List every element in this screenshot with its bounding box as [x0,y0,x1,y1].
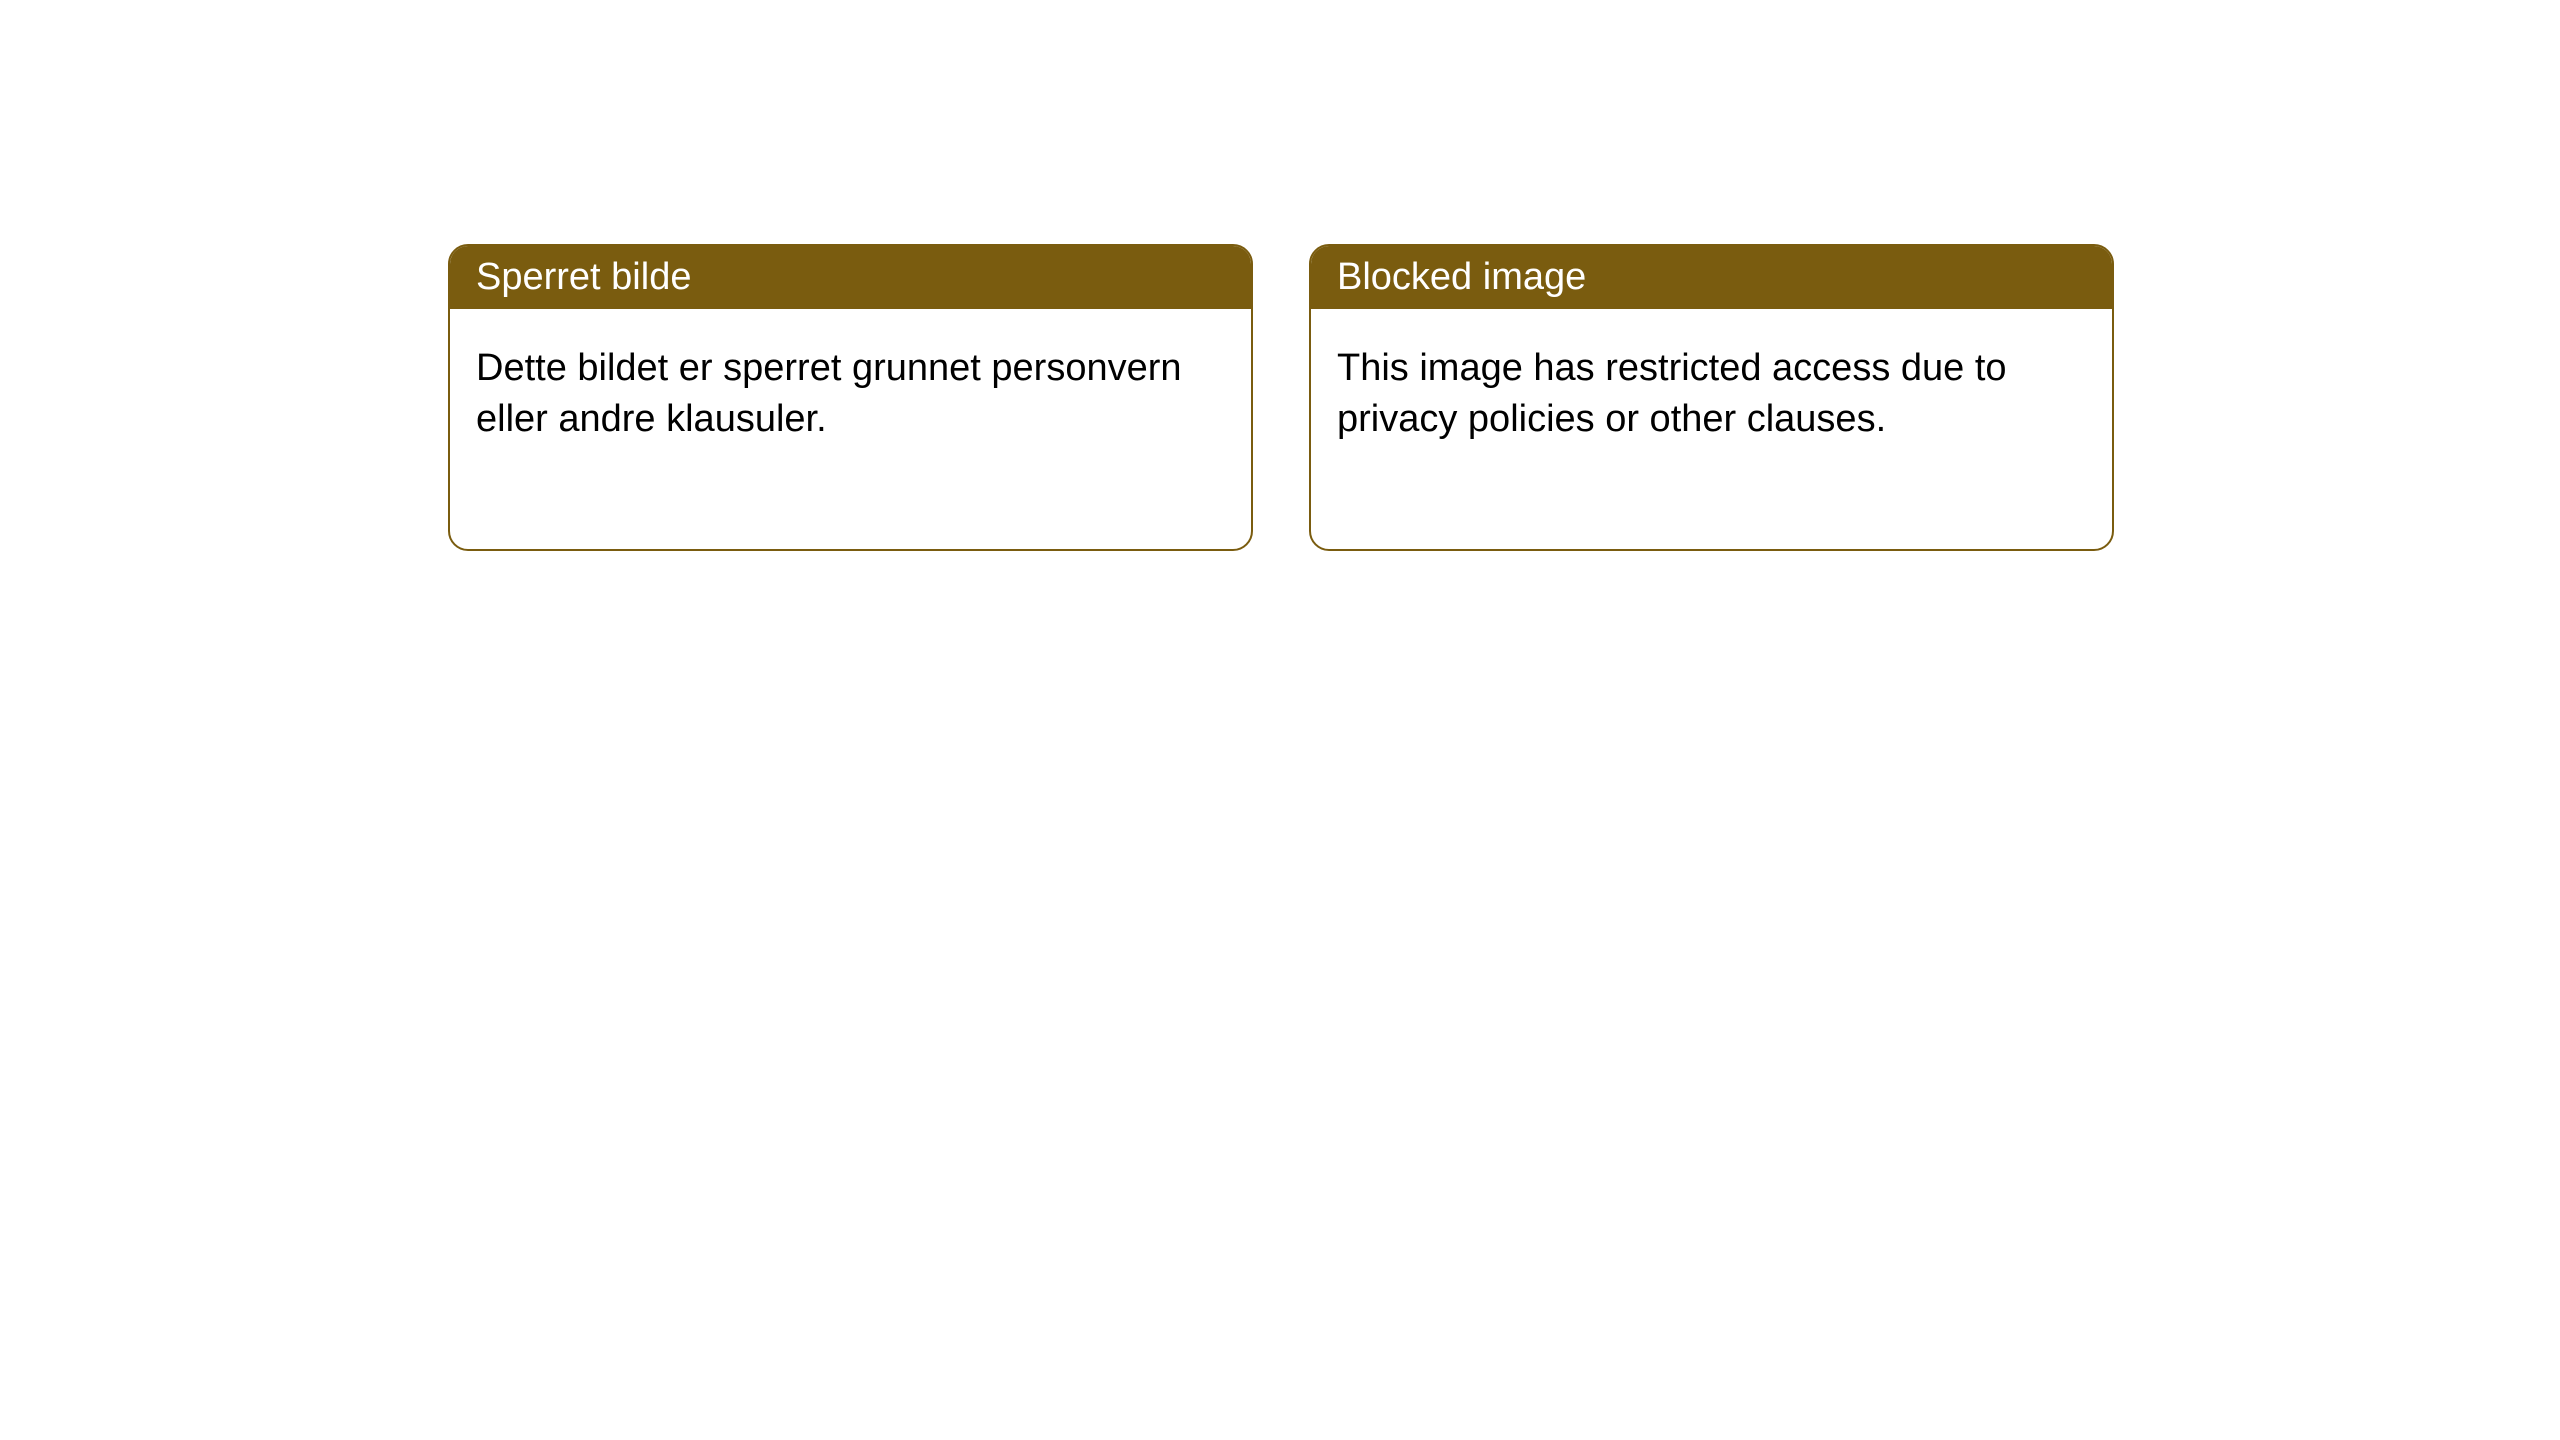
notice-title: Blocked image [1311,246,2112,309]
notice-body: Dette bildet er sperret grunnet personve… [450,309,1251,549]
notice-title: Sperret bilde [450,246,1251,309]
notice-card-norwegian: Sperret bilde Dette bildet er sperret gr… [448,244,1253,551]
notice-card-english: Blocked image This image has restricted … [1309,244,2114,551]
notice-container: Sperret bilde Dette bildet er sperret gr… [0,0,2560,551]
notice-body: This image has restricted access due to … [1311,309,2112,549]
